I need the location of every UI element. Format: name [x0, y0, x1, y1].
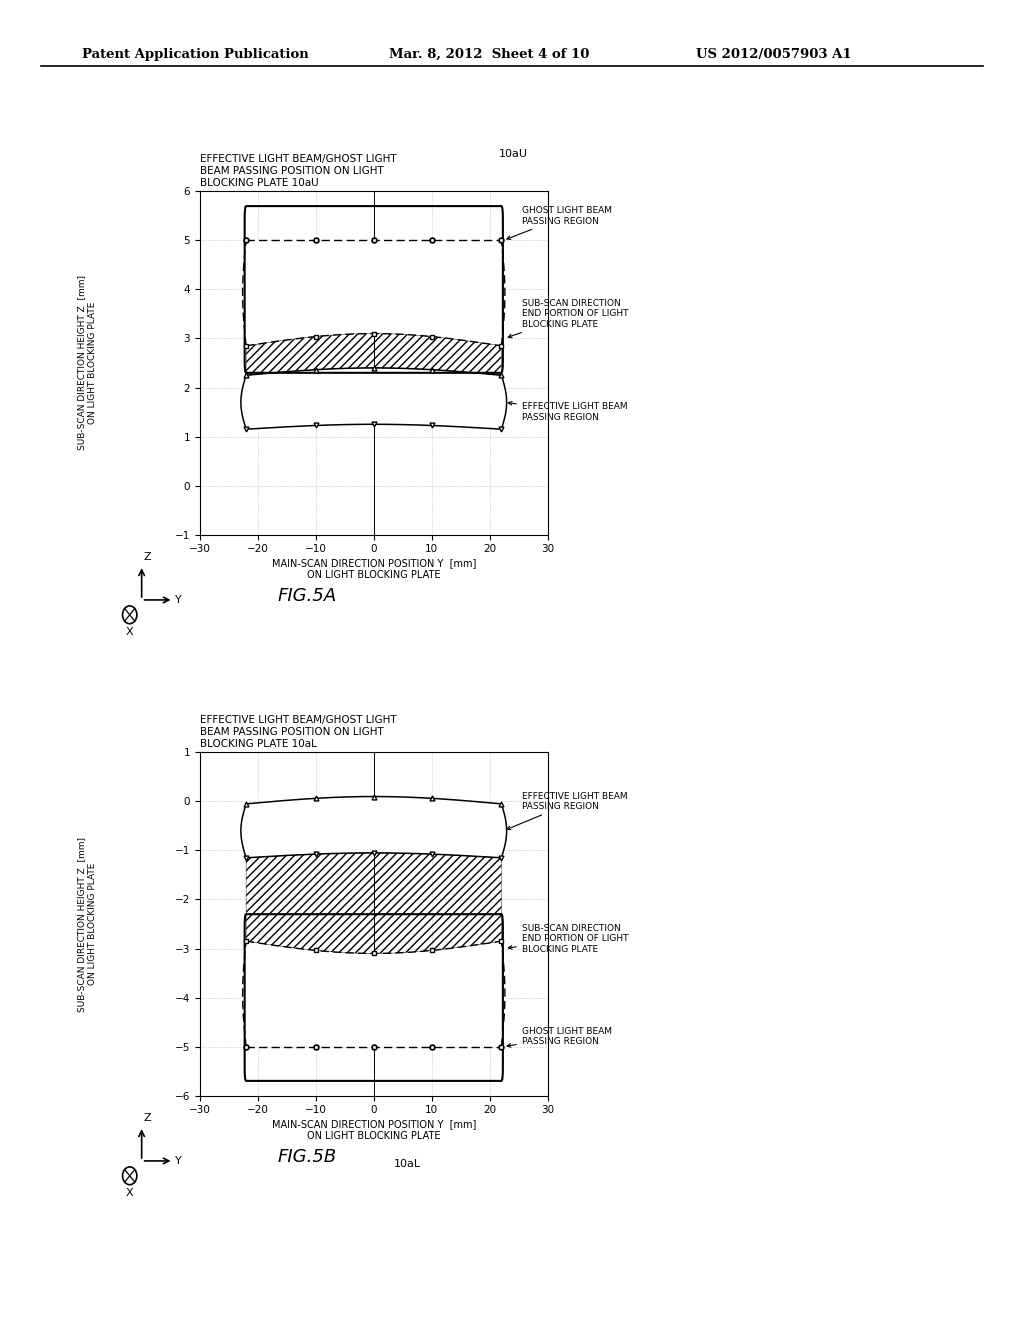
Text: EFFECTIVE LIGHT BEAM
PASSING REGION: EFFECTIVE LIGHT BEAM PASSING REGION — [508, 401, 628, 421]
Text: EFFECTIVE LIGHT BEAM/GHOST LIGHT
BEAM PASSING POSITION ON LIGHT
BLOCKING PLATE 1: EFFECTIVE LIGHT BEAM/GHOST LIGHT BEAM PA… — [200, 715, 396, 748]
Text: SUB-SCAN DIRECTION
END PORTION OF LIGHT
BLOCKING PLATE: SUB-SCAN DIRECTION END PORTION OF LIGHT … — [508, 924, 629, 953]
Text: FIG.5A: FIG.5A — [278, 586, 337, 605]
Text: 10aU: 10aU — [499, 149, 527, 160]
Text: SUB-SCAN DIRECTION
END PORTION OF LIGHT
BLOCKING PLATE: SUB-SCAN DIRECTION END PORTION OF LIGHT … — [508, 300, 629, 338]
Text: EFFECTIVE LIGHT BEAM
PASSING REGION: EFFECTIVE LIGHT BEAM PASSING REGION — [507, 792, 628, 829]
Text: GHOST LIGHT BEAM
PASSING REGION: GHOST LIGHT BEAM PASSING REGION — [507, 206, 611, 239]
Text: X: X — [126, 627, 133, 636]
Text: GHOST LIGHT BEAM
PASSING REGION: GHOST LIGHT BEAM PASSING REGION — [507, 1027, 611, 1047]
Text: Patent Application Publication: Patent Application Publication — [82, 48, 308, 61]
Text: Y: Y — [175, 595, 182, 605]
X-axis label: MAIN-SCAN DIRECTION POSITION Y  [mm]
ON LIGHT BLOCKING PLATE: MAIN-SCAN DIRECTION POSITION Y [mm] ON L… — [271, 1119, 476, 1140]
Text: SUB-SCAN DIRECTION HEIGHT Z  [mm]
ON LIGHT BLOCKING PLATE: SUB-SCAN DIRECTION HEIGHT Z [mm] ON LIGH… — [78, 276, 96, 450]
Polygon shape — [241, 368, 507, 429]
Text: FIG.5B: FIG.5B — [278, 1147, 337, 1166]
Polygon shape — [241, 796, 507, 858]
Polygon shape — [243, 941, 505, 1047]
Text: X: X — [126, 1188, 133, 1197]
Text: Z: Z — [143, 1113, 151, 1123]
Text: Z: Z — [143, 552, 151, 562]
Text: Y: Y — [175, 1156, 182, 1166]
Text: US 2012/0057903 A1: US 2012/0057903 A1 — [696, 48, 852, 61]
Text: 10aL: 10aL — [394, 1159, 421, 1170]
Text: SUB-SCAN DIRECTION HEIGHT Z  [mm]
ON LIGHT BLOCKING PLATE: SUB-SCAN DIRECTION HEIGHT Z [mm] ON LIGH… — [78, 837, 96, 1011]
Text: EFFECTIVE LIGHT BEAM/GHOST LIGHT
BEAM PASSING POSITION ON LIGHT
BLOCKING PLATE 1: EFFECTIVE LIGHT BEAM/GHOST LIGHT BEAM PA… — [200, 154, 396, 187]
X-axis label: MAIN-SCAN DIRECTION POSITION Y  [mm]
ON LIGHT BLOCKING PLATE: MAIN-SCAN DIRECTION POSITION Y [mm] ON L… — [271, 558, 476, 579]
Text: Mar. 8, 2012  Sheet 4 of 10: Mar. 8, 2012 Sheet 4 of 10 — [389, 48, 590, 61]
Polygon shape — [243, 240, 505, 346]
